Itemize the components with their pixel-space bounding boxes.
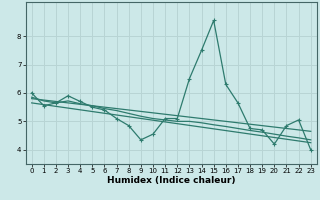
- X-axis label: Humidex (Indice chaleur): Humidex (Indice chaleur): [107, 176, 236, 185]
